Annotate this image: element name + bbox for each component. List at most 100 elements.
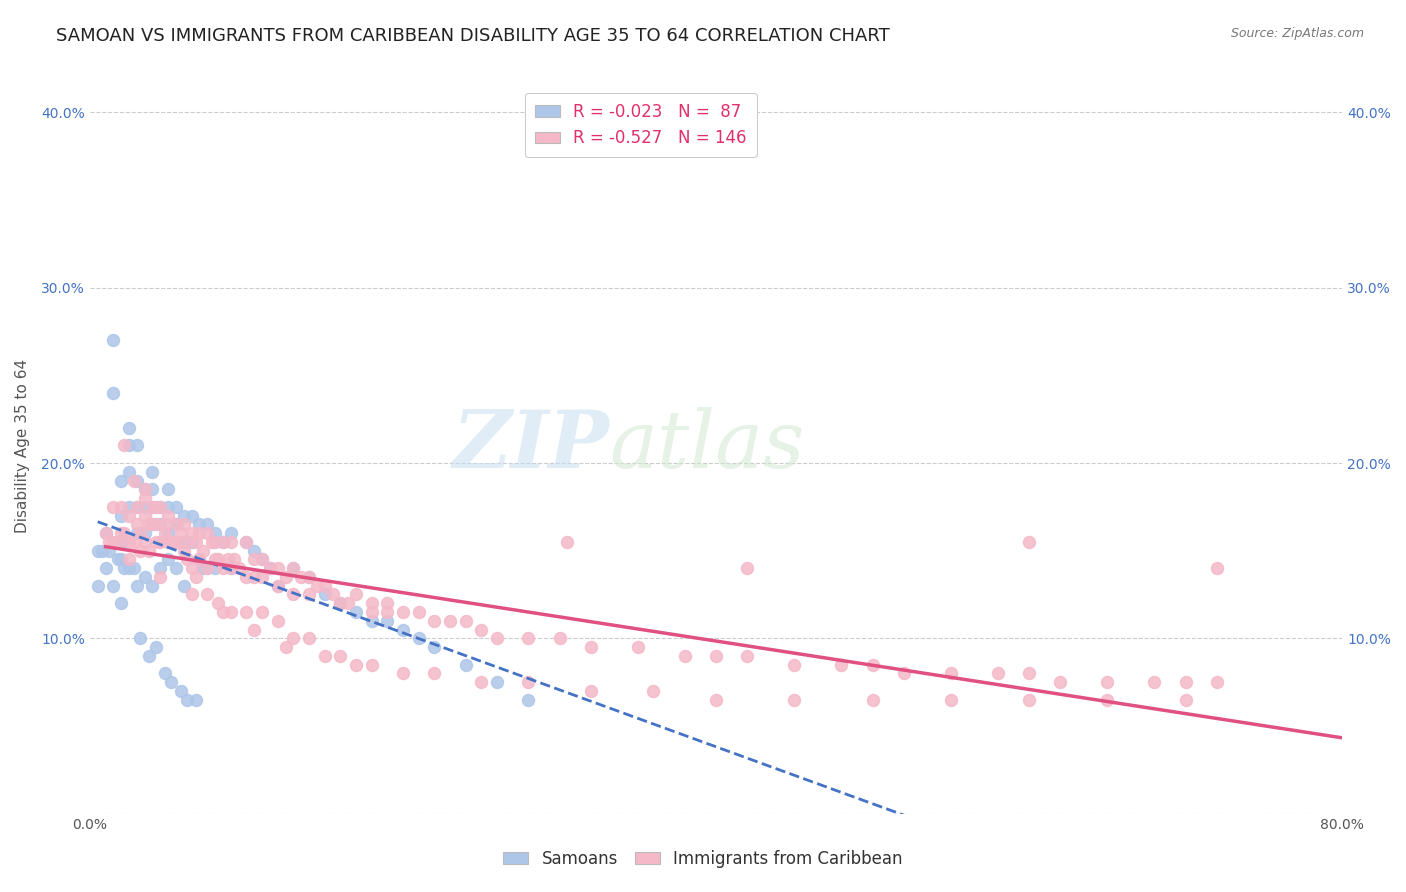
Text: Source: ZipAtlas.com: Source: ZipAtlas.com (1230, 27, 1364, 40)
Point (1018, 534, 1040, 549)
Point (408, 605, 430, 619)
Point (176, 692, 198, 706)
Point (212, 534, 235, 549)
Point (157, 508, 180, 523)
Point (141, 465, 163, 479)
Point (250, 552, 273, 566)
Point (165, 517, 187, 532)
Point (110, 526, 132, 541)
Point (110, 596, 132, 610)
Point (188, 552, 211, 566)
Point (1097, 692, 1119, 706)
Point (180, 561, 202, 575)
Point (157, 534, 180, 549)
Point (1174, 675, 1197, 690)
Point (149, 534, 172, 549)
Point (212, 534, 235, 549)
Point (125, 579, 148, 593)
Point (235, 570, 257, 584)
Point (243, 543, 266, 558)
Point (212, 605, 235, 619)
Point (110, 552, 132, 566)
Point (118, 500, 141, 514)
Point (360, 657, 382, 672)
Point (267, 579, 290, 593)
Point (191, 543, 214, 558)
Point (129, 632, 152, 646)
Point (314, 587, 336, 601)
Point (110, 508, 132, 523)
Point (321, 587, 343, 601)
Point (195, 517, 218, 532)
Point (290, 570, 312, 584)
Point (141, 500, 163, 514)
Point (141, 483, 163, 497)
Text: SAMOAN VS IMMIGRANTS FROM CARIBBEAN DISABILITY AGE 35 TO 64 CORRELATION CHART: SAMOAN VS IMMIGRANTS FROM CARIBBEAN DISA… (56, 27, 890, 45)
Point (169, 684, 191, 698)
Point (173, 534, 195, 549)
Point (125, 438, 148, 452)
Point (149, 561, 172, 575)
Point (97, 534, 120, 549)
Point (1018, 692, 1040, 706)
Point (360, 614, 382, 628)
Point (329, 596, 352, 610)
Point (165, 517, 187, 532)
Point (134, 483, 156, 497)
Point (862, 657, 884, 672)
Point (250, 570, 273, 584)
Point (145, 640, 167, 654)
Point (344, 657, 367, 672)
Point (939, 692, 962, 706)
Point (110, 534, 132, 549)
Point (141, 500, 163, 514)
Point (180, 534, 202, 549)
Point (235, 605, 257, 619)
Point (118, 438, 141, 452)
Point (392, 605, 415, 619)
Point (112, 438, 135, 452)
Point (704, 692, 727, 706)
Text: ZIP: ZIP (453, 407, 610, 484)
Point (188, 552, 211, 566)
Point (423, 666, 446, 681)
Point (107, 552, 129, 566)
Point (423, 640, 446, 654)
Point (157, 500, 180, 514)
Point (235, 534, 257, 549)
Point (783, 657, 806, 672)
Point (112, 561, 135, 575)
Point (283, 587, 305, 601)
Point (125, 500, 148, 514)
Point (186, 692, 208, 706)
Point (267, 614, 290, 628)
Point (165, 561, 187, 575)
Point (110, 474, 132, 488)
Point (129, 526, 152, 541)
Point (243, 570, 266, 584)
Point (673, 648, 696, 663)
Point (122, 534, 145, 549)
Point (118, 534, 141, 549)
Point (314, 648, 336, 663)
Point (274, 570, 297, 584)
Point (423, 614, 446, 628)
Point (173, 543, 195, 558)
Point (180, 526, 202, 541)
Point (149, 500, 172, 514)
Point (267, 561, 290, 575)
Point (186, 534, 208, 549)
Point (219, 561, 242, 575)
Point (195, 561, 218, 575)
Point (274, 640, 297, 654)
Point (94, 526, 117, 541)
Point (134, 534, 156, 549)
Point (86, 543, 108, 558)
Point (103, 334, 125, 348)
Point (643, 684, 665, 698)
Point (180, 587, 202, 601)
Point (1049, 675, 1071, 690)
Point (283, 632, 305, 646)
Point (392, 623, 415, 637)
Point (259, 561, 281, 575)
